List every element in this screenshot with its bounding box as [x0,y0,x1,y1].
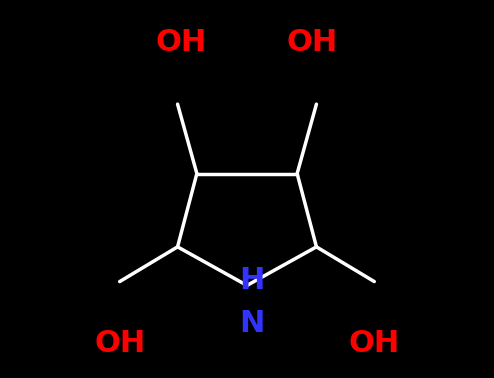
Text: OH: OH [287,28,338,57]
Text: OH: OH [156,28,207,57]
Text: OH: OH [94,329,145,358]
Text: OH: OH [349,329,400,358]
Text: N: N [240,310,265,339]
Text: H: H [240,266,265,295]
